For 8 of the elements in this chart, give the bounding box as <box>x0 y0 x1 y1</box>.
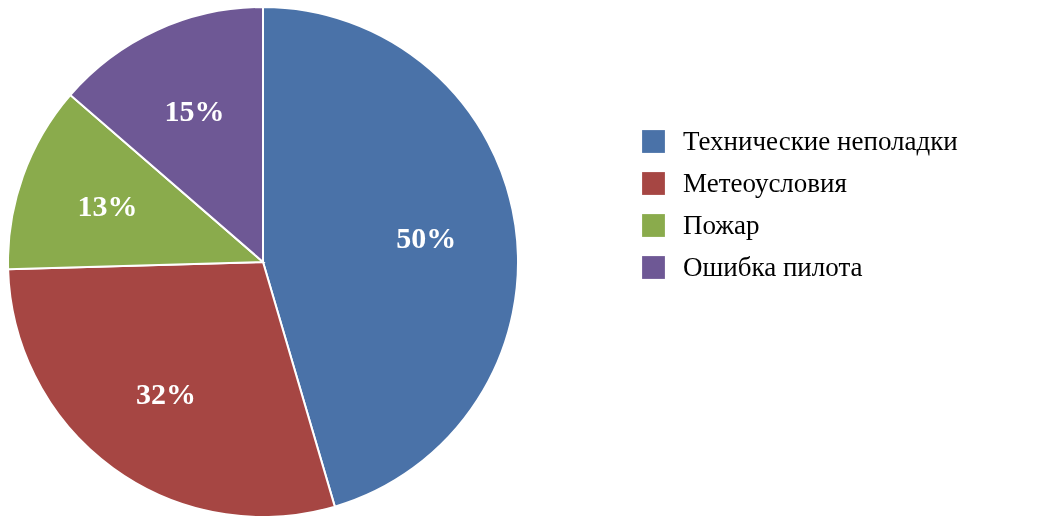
legend-label: Технические неполадки <box>683 125 958 156</box>
data-label: 32% <box>136 377 197 411</box>
legend-label: Ошибка пилота <box>683 251 863 282</box>
data-label: 13% <box>77 188 138 222</box>
data-label: 15% <box>164 93 225 127</box>
legend-label: Пожар <box>683 209 760 240</box>
data-label: 50% <box>396 220 457 254</box>
legend-label: Метеоусловия <box>683 167 847 198</box>
